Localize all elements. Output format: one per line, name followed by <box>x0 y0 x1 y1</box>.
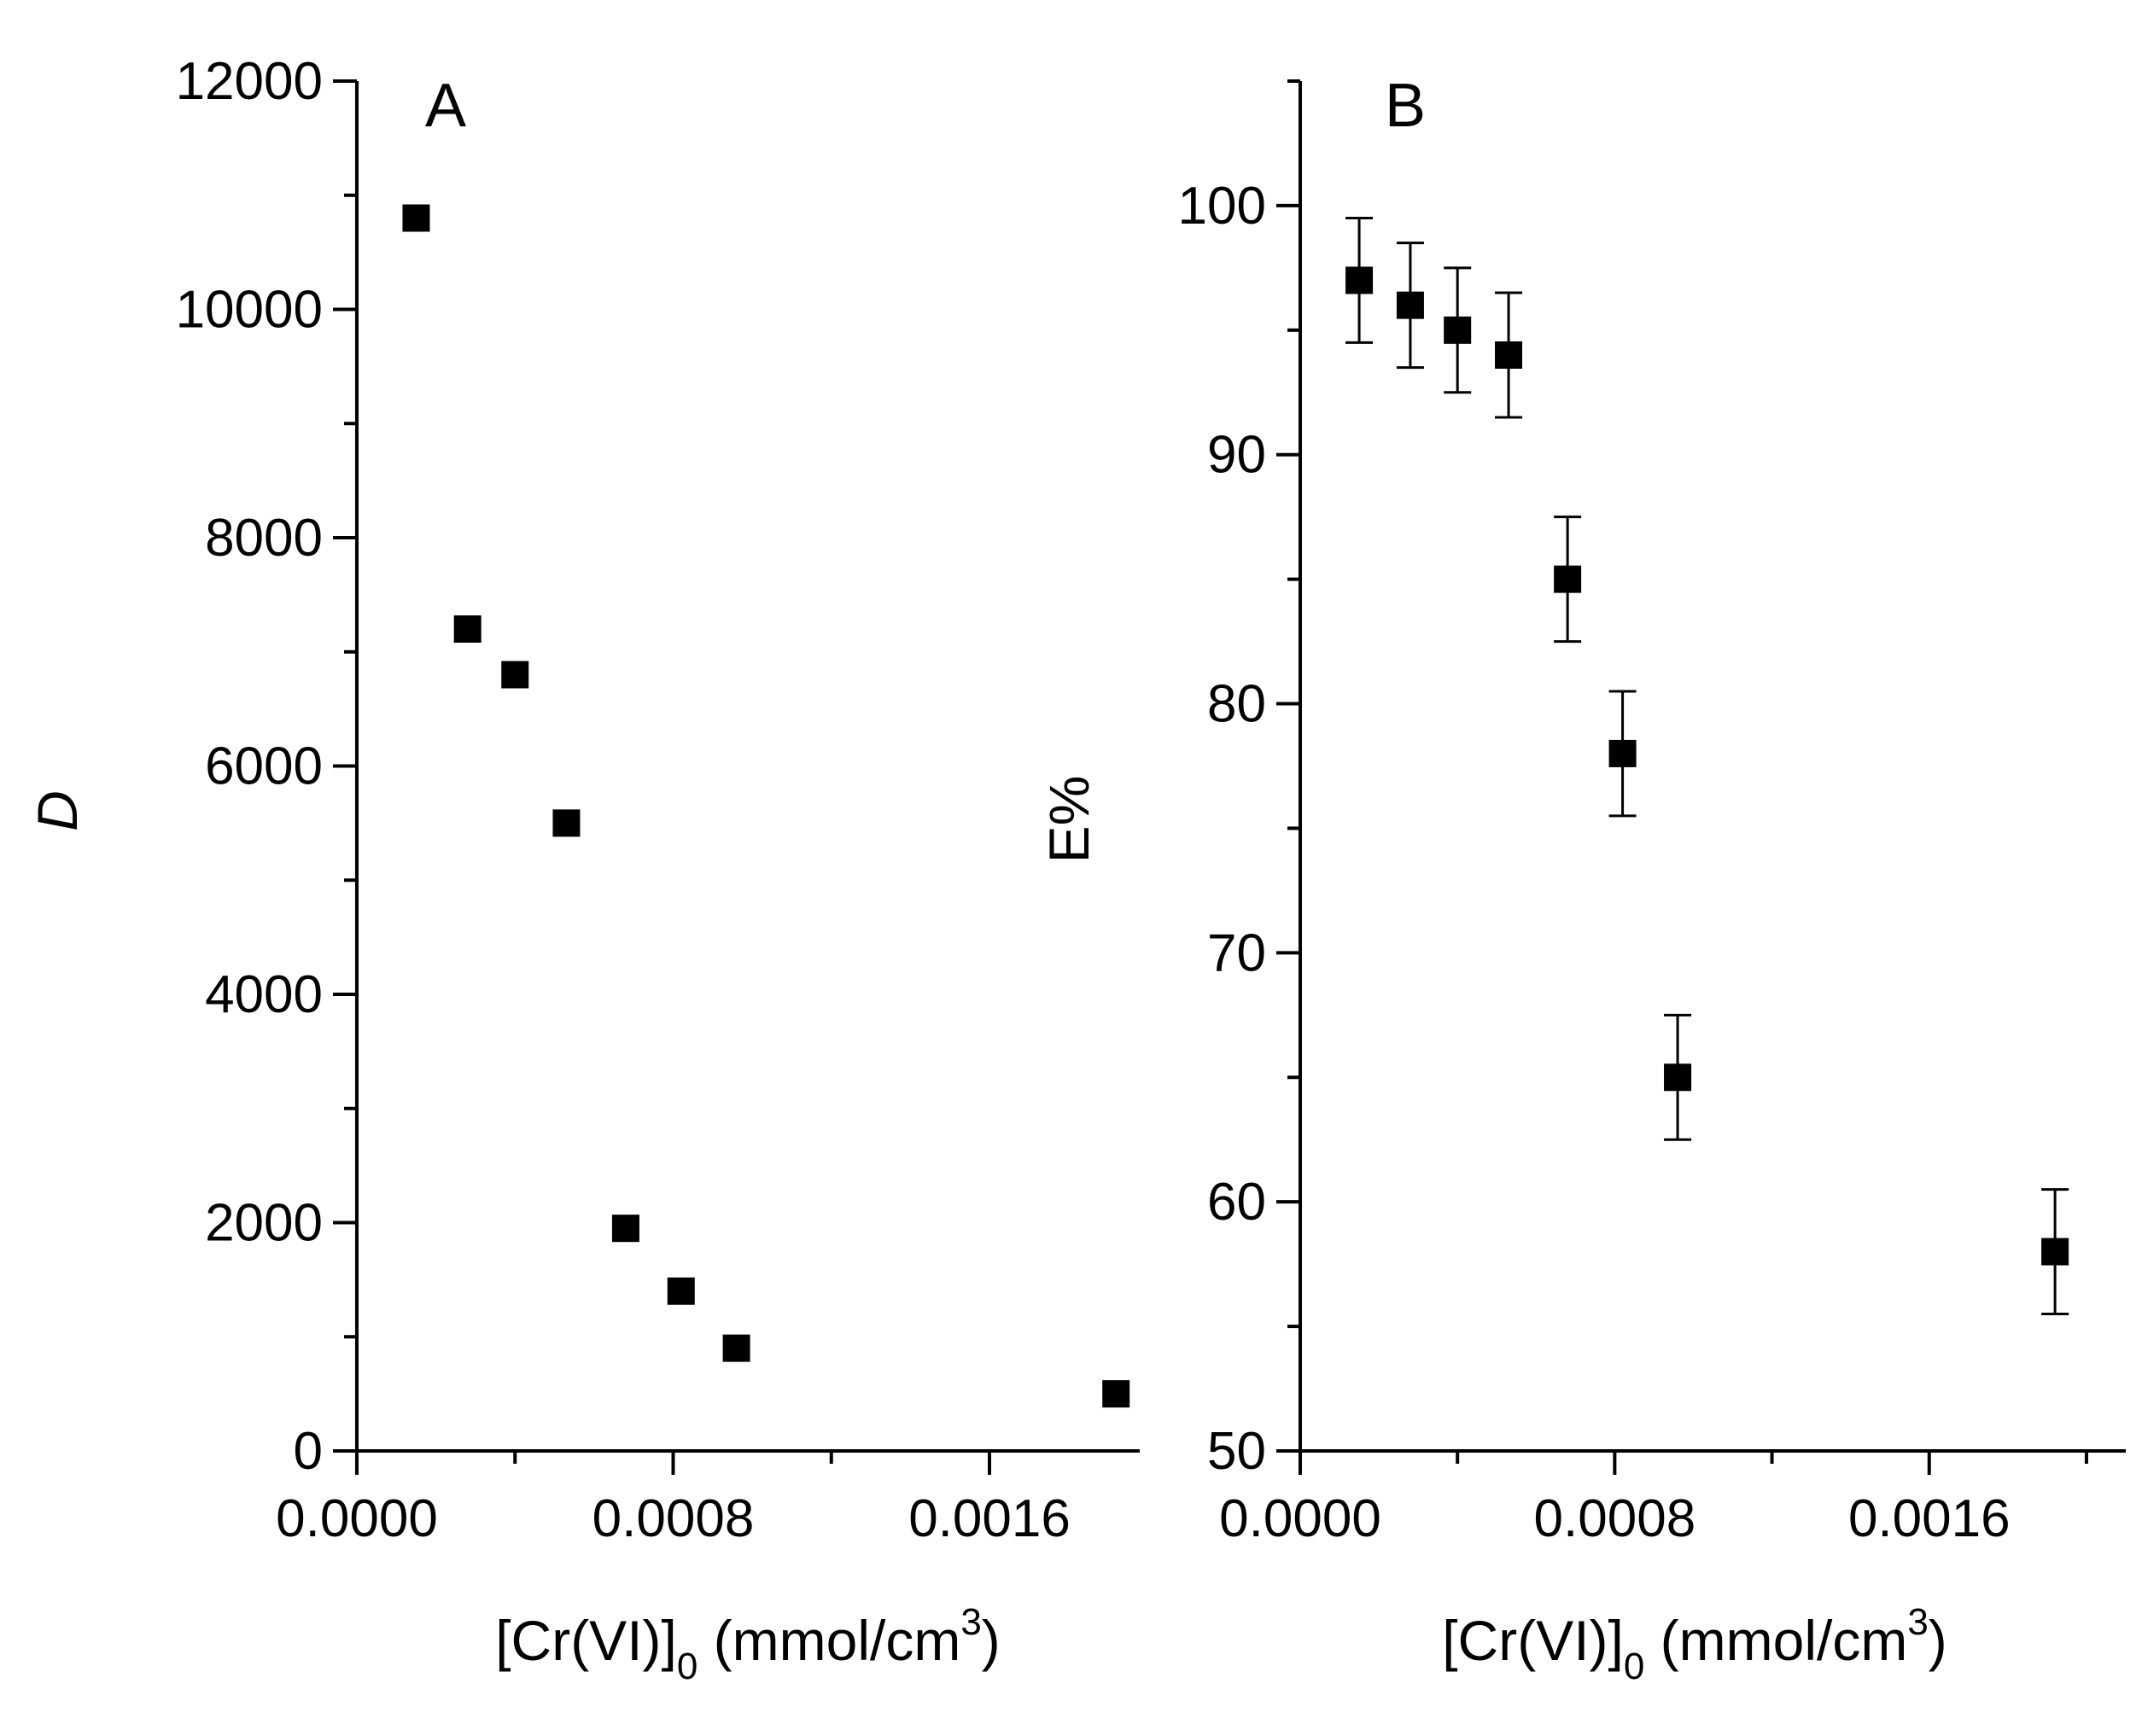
x-axis-title: [Cr(VI)]0 (mmol/cm3) <box>495 1601 1001 1687</box>
panel-letter-b: B <box>1385 72 1426 140</box>
y-tick-label: 70 <box>1207 923 1266 982</box>
y-tick-label: 100 <box>1178 177 1266 236</box>
y-tick-label: 80 <box>1207 675 1266 734</box>
y-tick-label: 4000 <box>205 965 323 1024</box>
y-tick-label: 8000 <box>205 509 323 568</box>
x-axis-title-part: 0 <box>1624 1646 1644 1687</box>
x-tick-label: 0.0000 <box>276 1489 438 1548</box>
data-point <box>1664 1063 1692 1092</box>
x-axis-title: [Cr(VI)]0 (mmol/cm3) <box>1442 1601 1947 1687</box>
data-point <box>1495 341 1523 369</box>
data-point <box>1554 565 1582 593</box>
y-axis-title: E% <box>1037 776 1100 864</box>
y-tick-label: 2000 <box>205 1194 323 1253</box>
y-tick-label: 90 <box>1207 426 1266 485</box>
data-point <box>1608 739 1637 767</box>
x-tick-label: 0.0008 <box>592 1489 755 1548</box>
y-tick-label: 12000 <box>176 52 323 111</box>
x-axis-title-part: 3 <box>1907 1601 1928 1643</box>
x-axis-title-part: ) <box>1929 1609 1947 1672</box>
data-point <box>611 1215 639 1243</box>
x-axis-title-part: [Cr(VI)] <box>1442 1609 1624 1672</box>
x-axis-title-part: ) <box>982 1609 1001 1672</box>
x-axis-title-part: (mmol/cm <box>1644 1609 1907 1672</box>
data-point <box>1345 266 1374 294</box>
y-tick-label: 60 <box>1207 1173 1266 1232</box>
x-axis-title-part: [Cr(VI)] <box>495 1609 677 1672</box>
y-tick-label: 6000 <box>205 737 323 796</box>
x-axis-title-part: 3 <box>960 1601 981 1643</box>
y-tick-label: 50 <box>1207 1422 1266 1481</box>
y-tick-label: 0 <box>294 1422 323 1481</box>
y-axis-title: D <box>26 790 89 831</box>
chart-panel-b: 50 60 70 80 90 100 0.0000 0.0008 0.0016 B E% [Cr(VI… <box>1037 72 2126 1687</box>
data-point <box>1396 291 1424 319</box>
data-point <box>402 204 430 232</box>
x-axis-title-part: (mmol/cm <box>697 1609 960 1672</box>
data-point <box>1102 1380 1130 1408</box>
data-point <box>552 809 581 837</box>
x-tick-label: 0.0008 <box>1534 1489 1696 1548</box>
data-point <box>1444 316 1472 344</box>
x-axis-title-part: 0 <box>677 1646 697 1687</box>
data-point <box>453 615 482 643</box>
data-point <box>667 1277 695 1305</box>
x-tick-label: 0.0016 <box>908 1489 1071 1548</box>
x-tick-label: 0.0016 <box>1848 1489 2011 1548</box>
panel-letter-a: A <box>425 72 466 140</box>
y-tick-label: 10000 <box>176 281 323 340</box>
data-point <box>722 1334 750 1362</box>
data-point <box>501 661 529 689</box>
x-tick-label: 0.0000 <box>1219 1489 1381 1548</box>
chart-panel-a: 0 2000 4000 6000 8000 10000 12000 0.0000 0.0008 0… <box>26 52 1140 1687</box>
data-point <box>2041 1238 2069 1266</box>
